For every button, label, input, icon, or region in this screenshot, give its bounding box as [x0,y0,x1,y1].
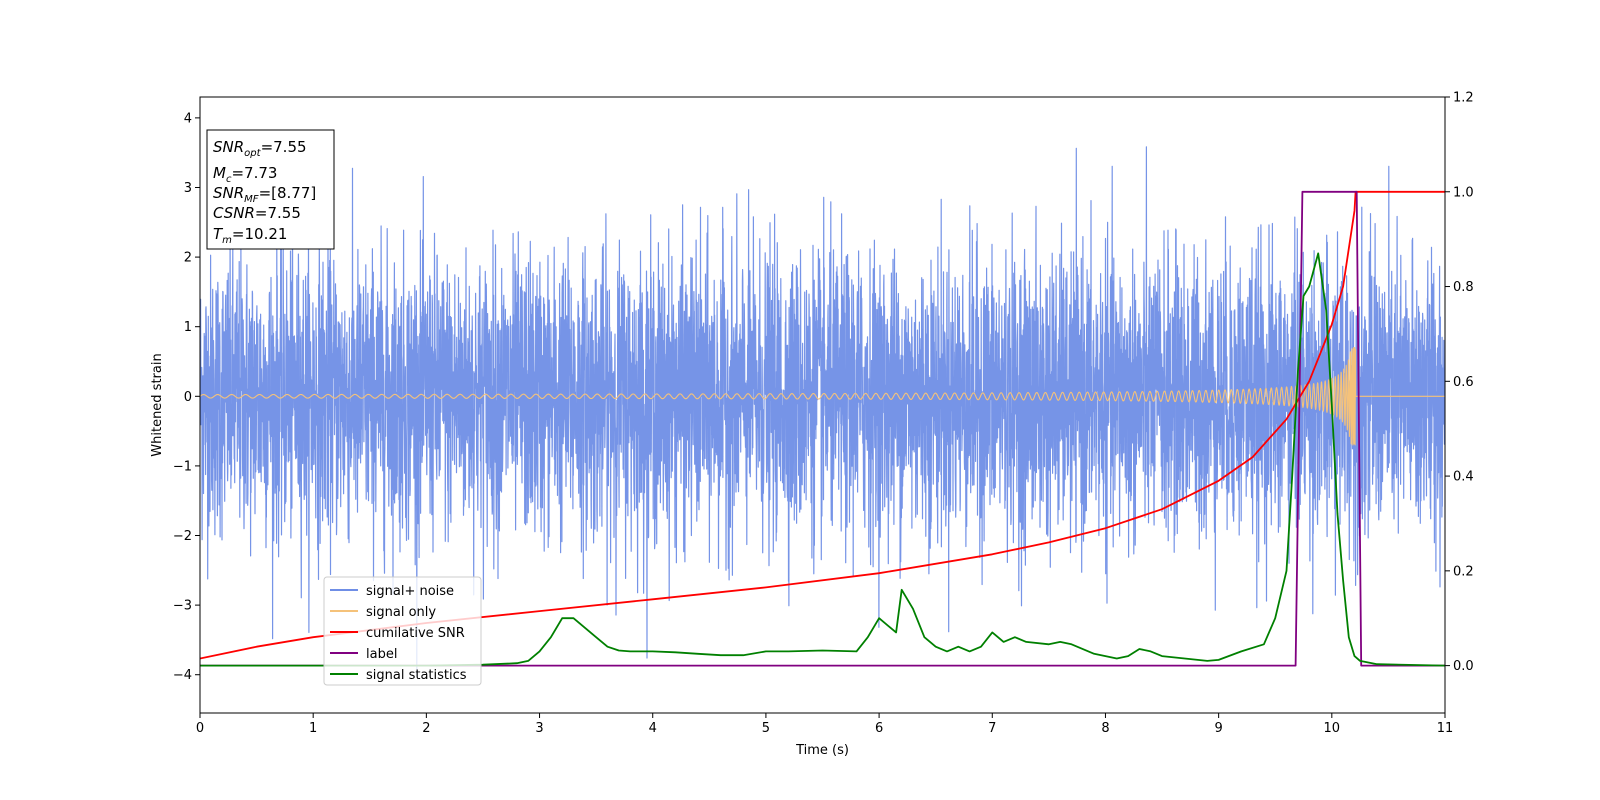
y2-tick-label: 0.4 [1453,470,1474,485]
legend-frame [323,576,482,686]
x-tick-label: 6 [875,721,883,736]
x-tick-label: 10 [1324,721,1341,736]
x-tick-label: 7 [988,721,996,736]
y-tick-label: 2 [184,251,192,266]
y-tick-label: −3 [173,599,192,614]
x-tick-label: 4 [649,721,657,736]
legend-entry-signal-noise: signal+ noise [366,584,454,599]
y-axis-label: Whitened strain [150,353,165,456]
x-tick-label: 2 [422,721,430,736]
series-signal-only [200,347,1445,446]
x-tick-label: 11 [1437,721,1454,736]
x-tick-label: 3 [535,721,543,736]
y2-tick-label: 0.2 [1453,564,1474,579]
y2-tick-label: 0.6 [1453,375,1474,390]
y-tick-label: 0 [184,390,192,405]
legend-entry-cumilative-snr: cumilative SNR [366,626,465,641]
x-tick-label: 9 [1214,721,1222,736]
x-axis-label: Time (s) [795,743,849,758]
plot-frame [199,96,1446,714]
annotation-line: Tm=10.21 [213,225,287,246]
series-label [200,190,1445,667]
y-tick-label: 4 [184,111,192,126]
y2-tick-label: 0.0 [1453,659,1474,674]
y-tick-label: 1 [184,320,192,335]
annotation-line: CSNR=7.55 [213,204,301,222]
x-tick-label: 1 [309,721,317,736]
y2-tick-label: 1.0 [1453,185,1474,200]
annotation-line: SNRopt=7.55 [213,138,307,159]
y2-tick-label: 1.2 [1453,91,1474,106]
annotation-line: Mc=7.73 [213,164,277,185]
y-tick-label: −4 [173,668,192,683]
legend: signal+ noise signal only cumilative SNR la… [323,576,482,686]
y2-tick-label: 0.8 [1453,280,1474,295]
x-tick-label: 8 [1101,721,1109,736]
legend-entry-signal-only: signal only [366,605,436,620]
series-layer [200,146,1445,677]
annotation-frame [206,129,335,250]
series-cumilative-snr [200,190,1445,660]
legend-entry-signal-statistics: signal statistics [366,668,467,683]
annotation-line: SNRMF=[8.77] [213,184,316,205]
y-tick-label: −1 [173,459,192,474]
y-tick-label: −2 [173,529,192,544]
x-tick-label: 0 [196,721,204,736]
legend-entry-label: label [366,647,397,662]
x-axis: 0 1 2 3 4 5 6 7 8 9 10 11 [196,713,1453,736]
y-axis-right: 0.0 0.2 0.4 0.6 0.8 1.0 1.2 [1445,91,1474,674]
x-tick-label: 5 [762,721,770,736]
y-axis-left: −4 −3 −2 −1 0 1 2 3 4 [173,111,200,683]
y-tick-label: 3 [184,181,192,196]
series-signal-statistics [200,252,1445,667]
series-signal-noise [200,146,1445,677]
